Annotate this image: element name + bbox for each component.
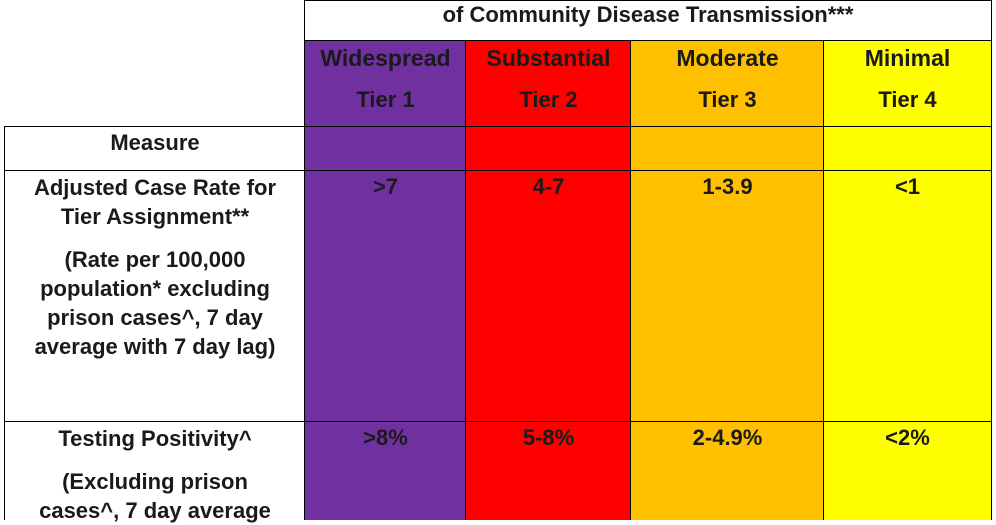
threshold-value: 5-8%	[522, 425, 575, 450]
measure-subtitle-line: (Rate per 100,000	[64, 247, 246, 272]
positivity-moderate: 2-4.9%	[630, 421, 824, 520]
header-title-text: of Community Disease Transmission***	[442, 2, 854, 27]
measure-subtitle-line: cases^, 7 day average	[39, 498, 271, 523]
tier-header-substantial: Substantial Tier 2	[465, 40, 631, 127]
tier-number: Tier 4	[878, 87, 937, 112]
threshold-value: >8%	[363, 425, 408, 450]
threshold-value: 2-4.9%	[692, 425, 763, 450]
tier-number: Tier 3	[698, 87, 757, 112]
measure-title-line: Testing Positivity^	[58, 426, 252, 451]
case-rate-minimal: <1	[823, 170, 992, 422]
tier-number: Tier 2	[519, 87, 578, 112]
case-rate-substantial: 4-7	[465, 170, 631, 422]
measure-header-cell-minimal	[823, 126, 992, 171]
threshold-value: <1	[894, 174, 921, 199]
tier-header-minimal: Minimal Tier 4	[823, 40, 992, 127]
measure-header-cell-widespread	[304, 126, 466, 171]
measure-header-label: Measure	[110, 130, 200, 155]
positivity-widespread: >8%	[304, 421, 466, 520]
threshold-value: 1-3.9	[702, 174, 753, 199]
measure-title-line: Tier Assignment**	[60, 204, 250, 229]
threshold-value: <2%	[885, 425, 930, 450]
tier-name: Minimal	[864, 45, 951, 71]
measure-header: Measure	[4, 126, 305, 171]
measure-subtitle-line: average with 7 day lag)	[34, 334, 276, 359]
tier-name: Moderate	[676, 45, 779, 71]
case-rate-widespread: >7	[304, 170, 466, 422]
case-rate-moderate: 1-3.9	[630, 170, 824, 422]
measure-subtitle-line: prison cases^, 7 day	[47, 305, 263, 330]
measure-label-case-rate: Adjusted Case Rate for Tier Assignment**…	[4, 170, 305, 422]
tier-number: Tier 1	[356, 87, 415, 112]
tier-header-moderate: Moderate Tier 3	[630, 40, 824, 127]
table-header-title: of Community Disease Transmission***	[304, 0, 992, 41]
tier-name: Substantial	[486, 45, 611, 71]
measure-header-cell-moderate	[630, 126, 824, 171]
measure-subtitle-line: (Excluding prison	[62, 469, 248, 494]
measure-subtitle-line: population* excluding	[40, 276, 270, 301]
measure-header-cell-substantial	[465, 126, 631, 171]
positivity-minimal: <2%	[823, 421, 992, 520]
measure-label-testing-positivity: Testing Positivity^ (Excluding prison ca…	[4, 421, 305, 523]
tier-header-widespread: Widespread Tier 1	[304, 40, 466, 127]
positivity-substantial: 5-8%	[465, 421, 631, 520]
threshold-value: 4-7	[532, 174, 565, 199]
tier-name: Widespread	[320, 45, 451, 71]
measure-title-line: Adjusted Case Rate for	[33, 175, 277, 200]
threshold-value: >7	[372, 174, 399, 199]
